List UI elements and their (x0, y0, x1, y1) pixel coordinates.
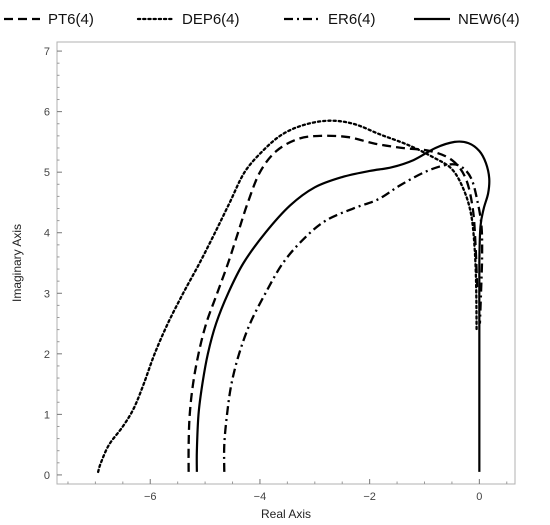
series-line-er6-4 (222, 163, 484, 472)
x-tick-label: −4 (254, 491, 267, 503)
y-tick-label: 5 (44, 167, 50, 179)
y-tick-label: 3 (44, 288, 50, 300)
x-tick-labels: −6 −4 −2 0 (144, 491, 482, 503)
legend-label: ER6(4) (328, 11, 376, 28)
series-line-pt6-4 (187, 134, 479, 472)
legend-label: PT6(4) (48, 11, 94, 28)
series-line-dep6-4 (96, 119, 478, 474)
y-tick-label: 4 (44, 228, 50, 240)
y-tick-label: 7 (44, 46, 50, 58)
tick-marks (57, 50, 508, 484)
series-lines (96, 119, 491, 474)
x-tick-label: −6 (144, 491, 157, 503)
legend-label: DEP6(4) (182, 11, 240, 28)
y-tick-labels: 0 1 2 3 4 5 6 7 (44, 46, 50, 482)
y-axis-title: Imaginary Axis (10, 224, 24, 302)
plot-frame (56, 41, 516, 485)
legend-label: NEW6(4) (458, 11, 520, 28)
x-tick-label: −2 (363, 491, 376, 503)
legend: PT6(4) DEP6(4) ER6(4) NEW6(4) (4, 11, 520, 28)
y-tick-label: 6 (44, 107, 50, 119)
y-tick-label: 1 (44, 409, 50, 421)
series-line-new6-4 (195, 140, 491, 472)
x-axis-title: Real Axis (261, 507, 311, 521)
x-tick-label: 0 (476, 491, 482, 503)
y-tick-label: 2 (44, 349, 50, 361)
y-tick-label: 0 (44, 470, 50, 482)
